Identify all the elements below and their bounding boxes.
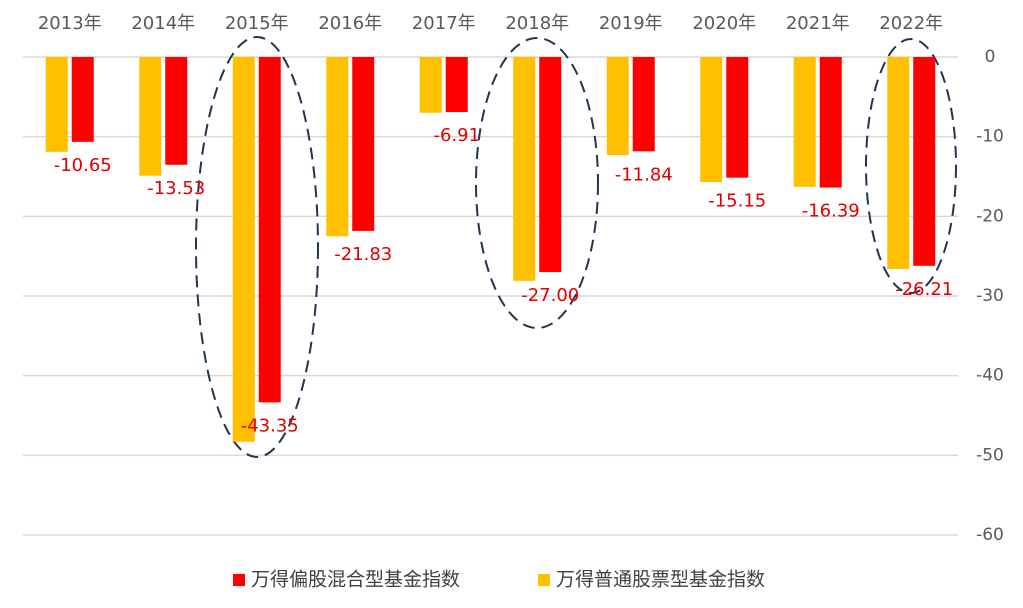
bar xyxy=(232,57,255,442)
value-label: -6.91 xyxy=(433,125,480,146)
bar xyxy=(71,57,94,142)
value-label: -13.53 xyxy=(147,178,205,199)
legend-label: 万得偏股混合型基金指数 xyxy=(251,569,460,591)
x-tick-label: 2016年 xyxy=(318,13,382,34)
x-tick-label: 2020年 xyxy=(692,13,756,34)
y-tick-label: -60 xyxy=(976,525,1004,545)
value-label: -10.65 xyxy=(54,155,112,176)
x-tick-label: 2014年 xyxy=(131,13,195,34)
bar xyxy=(139,57,162,176)
legend-swatch xyxy=(233,574,245,586)
bar xyxy=(513,57,536,281)
highlight-ellipse xyxy=(195,36,319,458)
y-tick-label: -20 xyxy=(976,206,1004,226)
y-tick-label: -30 xyxy=(976,286,1004,306)
x-tick-label: 2022年 xyxy=(879,13,943,34)
value-label: -27.00 xyxy=(521,285,579,306)
bar xyxy=(165,57,188,165)
y-tick-label: -10 xyxy=(976,127,1004,147)
value-label: -26.21 xyxy=(895,279,953,300)
bar xyxy=(887,57,910,269)
x-tick-label: 2015年 xyxy=(225,13,289,34)
bar xyxy=(258,57,281,403)
highlight-ellipse xyxy=(865,38,957,294)
value-label: -21.83 xyxy=(334,244,392,265)
x-tick-label: 2021年 xyxy=(786,13,850,34)
bar xyxy=(819,57,842,188)
x-tick-label: 2017年 xyxy=(412,13,476,34)
bar xyxy=(45,57,68,152)
value-label: -15.15 xyxy=(708,191,766,212)
x-tick-label: 2018年 xyxy=(505,13,569,34)
x-tick-label: 2019年 xyxy=(599,13,663,34)
y-tick-label: -50 xyxy=(976,445,1004,465)
bar xyxy=(632,57,655,152)
value-label: -11.84 xyxy=(615,164,673,185)
bar xyxy=(913,57,936,266)
y-tick-label: 0 xyxy=(985,47,996,67)
bar xyxy=(700,57,723,183)
bar xyxy=(726,57,749,178)
bar xyxy=(352,57,375,231)
y-tick-label: -40 xyxy=(976,366,1004,386)
bar xyxy=(326,57,349,237)
highlight-ellipse xyxy=(475,37,599,329)
bar xyxy=(539,57,562,273)
legend-swatch xyxy=(538,574,550,586)
legend-label: 万得普通股票型基金指数 xyxy=(556,569,765,591)
value-label: -43.35 xyxy=(241,415,299,436)
value-label: -16.39 xyxy=(802,201,860,222)
bar xyxy=(445,57,468,113)
x-tick-label: 2013年 xyxy=(38,13,102,34)
bar xyxy=(419,57,442,113)
bar xyxy=(793,57,816,187)
bar xyxy=(606,57,629,155)
